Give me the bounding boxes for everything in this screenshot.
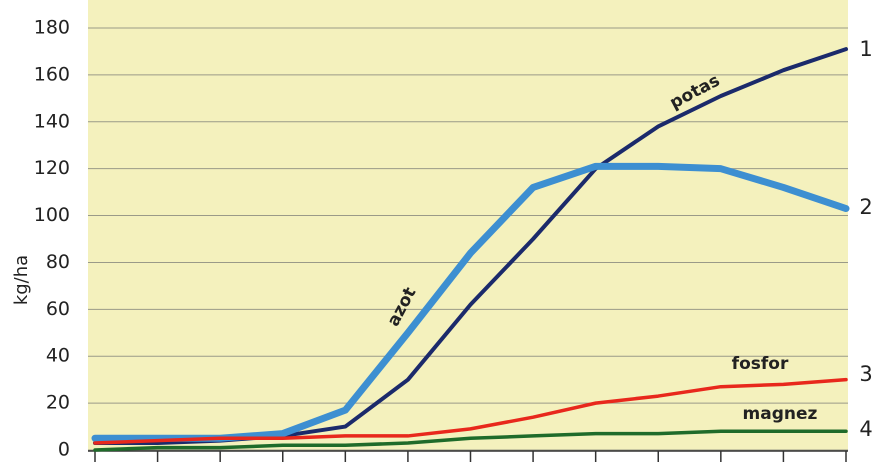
series-number: 1 (859, 37, 872, 61)
series-label: magnez (743, 404, 818, 424)
y-tick-label: 140 (34, 110, 70, 132)
series-label: fosfor (732, 354, 789, 374)
y-tick-label: 180 (34, 17, 70, 39)
y-tick-label: 40 (46, 345, 70, 367)
series-number: 2 (859, 195, 872, 219)
y-axis-label: kg/ha (11, 255, 32, 305)
y-tick-label: 160 (34, 63, 70, 85)
y-tick-label: 80 (46, 251, 70, 273)
y-tick-label: 60 (46, 298, 70, 320)
series-line (93, 429, 848, 452)
y-tick-label: 120 (34, 157, 70, 179)
y-tick-label: 0 (58, 439, 70, 461)
series-number: 3 (859, 362, 872, 386)
series-number: 4 (859, 417, 872, 441)
y-tick-label: 20 (46, 392, 70, 414)
plot-background (88, 0, 848, 451)
series-line (93, 377, 848, 445)
y-tick-label: 100 (34, 204, 70, 226)
